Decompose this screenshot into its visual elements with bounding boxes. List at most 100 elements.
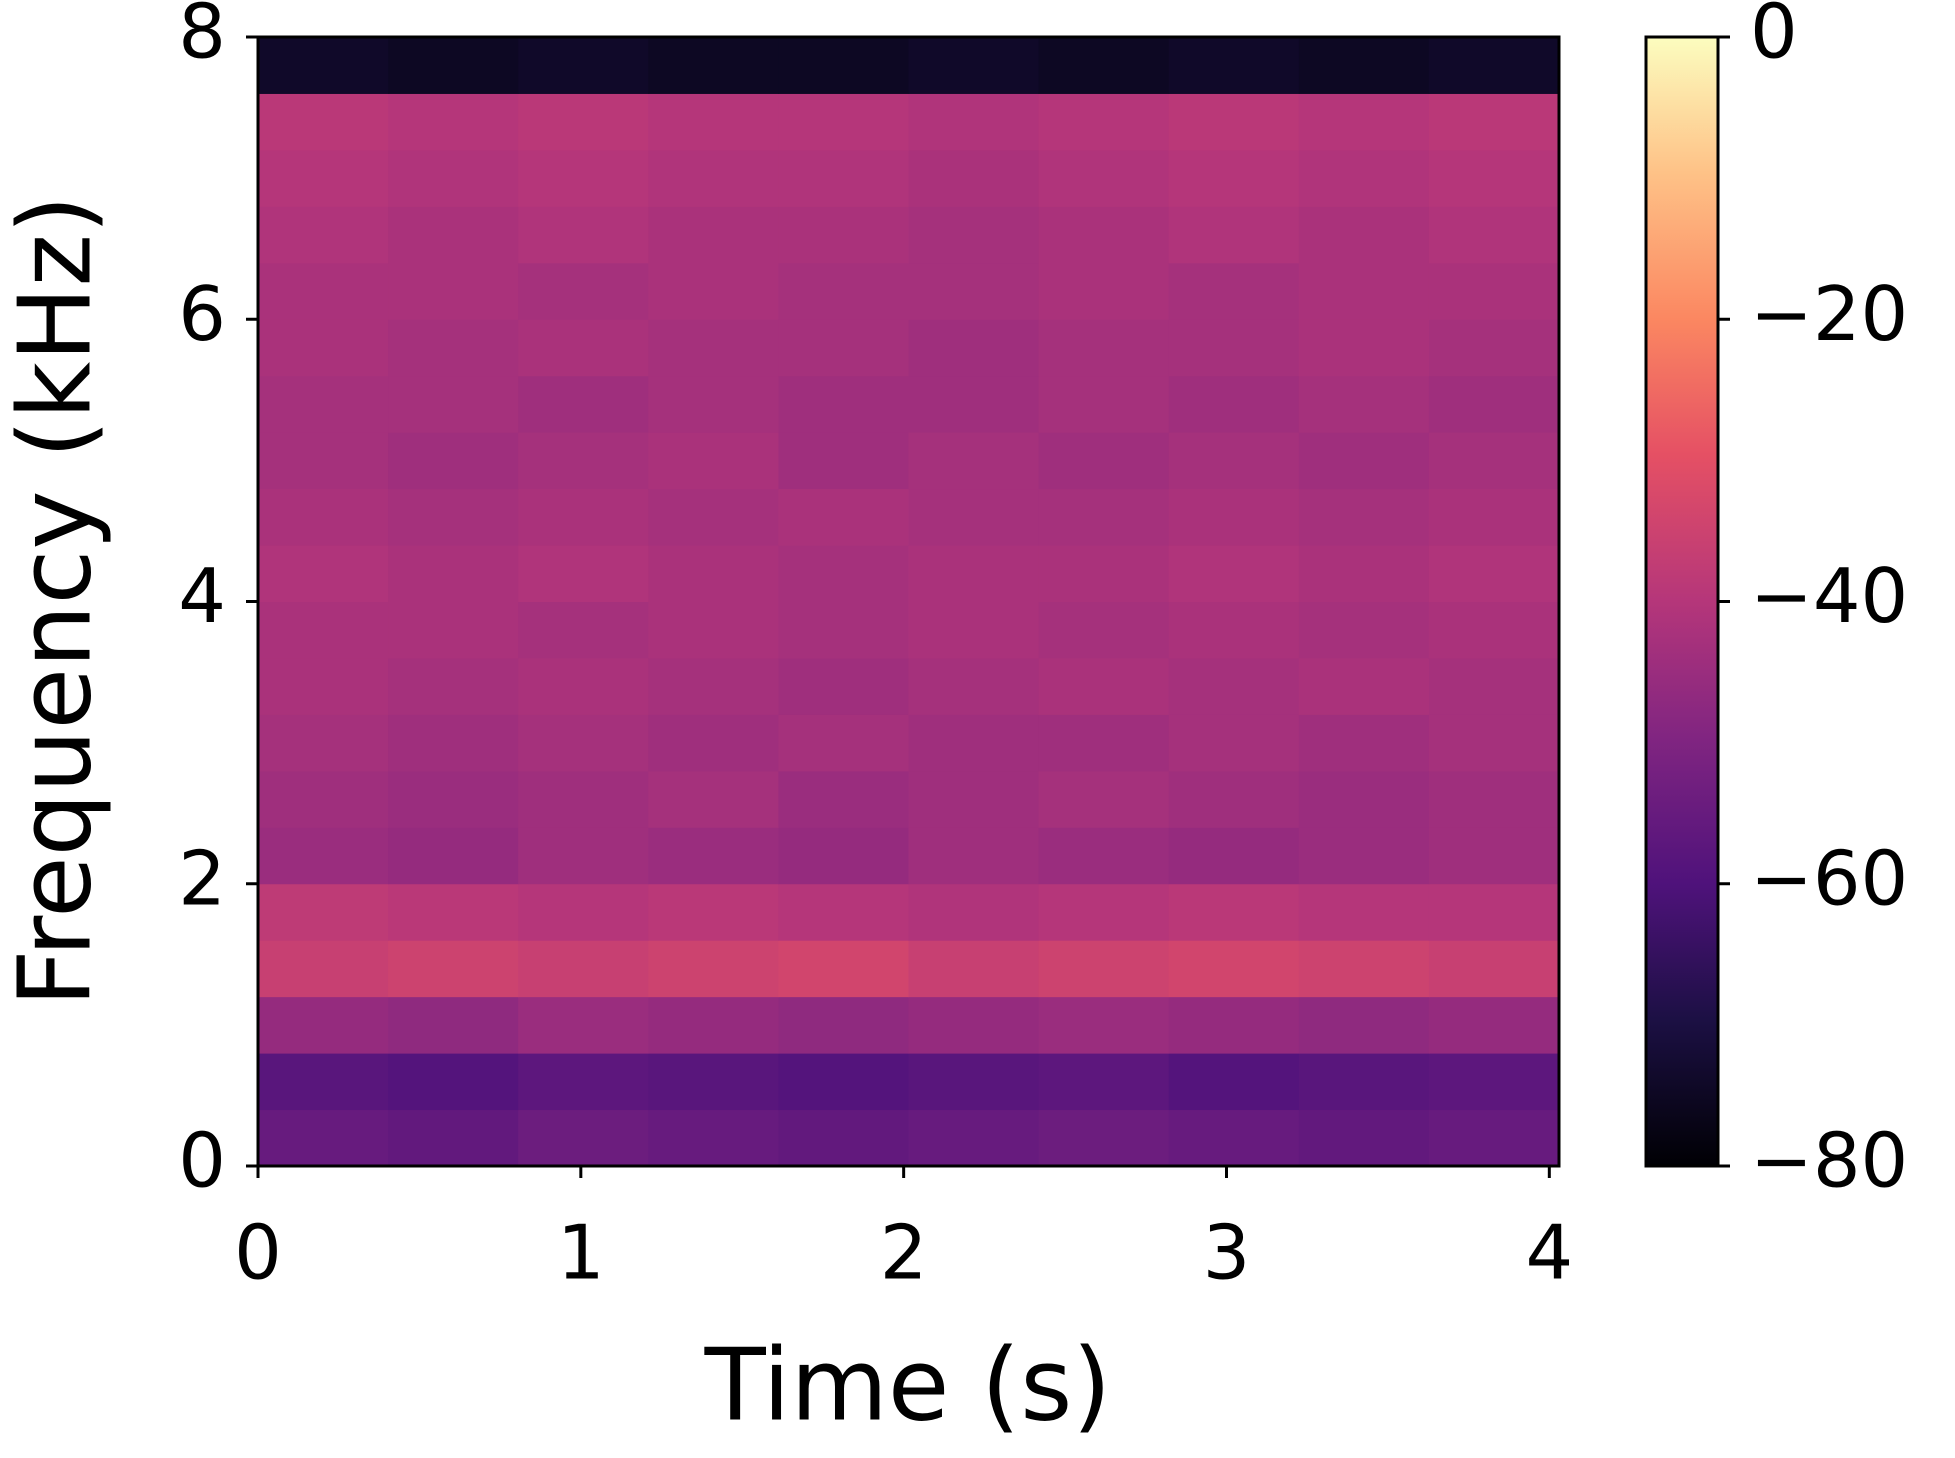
heatmap-cell (518, 940, 649, 998)
heatmap-cell (648, 601, 779, 659)
heatmap-cell (1298, 432, 1430, 490)
heatmap-cell (518, 206, 649, 264)
heatmap-cell (1168, 601, 1300, 659)
heatmap-cell (1168, 883, 1300, 941)
colorbar-tick-label: −60 (1750, 834, 1908, 922)
heatmap-cell (1038, 883, 1170, 941)
heatmap-cell (778, 37, 909, 94)
heatmap-cell (518, 262, 649, 320)
heatmap-cell (1038, 714, 1170, 772)
x-axis-label: Time (s) (704, 1326, 1112, 1443)
heatmap-cell (518, 714, 649, 772)
heatmap-cell (1298, 996, 1430, 1054)
heatmap-cell (258, 262, 389, 320)
x-tick-label: 3 (1203, 1209, 1251, 1297)
heatmap-cell (908, 206, 1040, 264)
heatmap-cell (908, 601, 1040, 659)
heatmap-cell (1038, 375, 1170, 433)
heatmap-cell (778, 940, 909, 998)
heatmap-cell (258, 714, 389, 772)
heatmap-cell (518, 827, 649, 885)
heatmap-cell (1168, 149, 1300, 207)
heatmap-cell (518, 1053, 649, 1111)
y-tick-label: 2 (178, 834, 226, 922)
heatmap-cell (1428, 432, 1560, 490)
heatmap-cell (1168, 37, 1300, 94)
heatmap-cell (258, 827, 389, 885)
heatmap-cell (1168, 940, 1300, 998)
heatmap-cell (258, 149, 389, 207)
heatmap-cell (1298, 149, 1430, 207)
heatmap-cell (1428, 1053, 1560, 1111)
heatmap-cell (908, 149, 1040, 207)
heatmap-cell (1428, 149, 1560, 207)
heatmap-cell (1168, 827, 1300, 885)
heatmap-cell (1428, 827, 1560, 885)
heatmap-cell (908, 37, 1040, 94)
heatmap-cell (648, 996, 779, 1054)
heatmap-cell (518, 432, 649, 490)
heatmap-cell (388, 601, 519, 659)
heatmap-cell (258, 375, 389, 433)
heatmap-cell (778, 883, 909, 941)
heatmap-cell (1168, 375, 1300, 433)
heatmap-cell (908, 714, 1040, 772)
heatmap-cell (1168, 657, 1300, 715)
heatmap-cell (1428, 770, 1560, 828)
heatmap-cell (1298, 1053, 1430, 1111)
heatmap-cell (518, 883, 649, 941)
heatmap-cell (258, 996, 389, 1054)
heatmap-cell (1168, 432, 1300, 490)
heatmap-cell (1038, 1053, 1170, 1111)
heatmap-cell (1038, 93, 1170, 151)
heatmap-cell (1298, 93, 1430, 151)
heatmap-cell (1298, 770, 1430, 828)
heatmap-cell (518, 545, 649, 602)
heatmap-cell (778, 827, 909, 885)
heatmap-cell (1298, 375, 1430, 433)
heatmap-cell (1428, 37, 1560, 94)
heatmap-cell (258, 770, 389, 828)
heatmap-cell (388, 770, 519, 828)
heatmap-cell (778, 1109, 909, 1167)
heatmap-cell (908, 1053, 1040, 1111)
heatmap-cell (1428, 206, 1560, 264)
heatmap-cell (1038, 770, 1170, 828)
heatmap-cell (518, 488, 649, 546)
heatmap-cell (1168, 262, 1300, 320)
heatmap-cell (518, 37, 649, 94)
heatmap-cell (518, 93, 649, 151)
heatmap-cell (648, 545, 779, 602)
heatmap-cell (388, 206, 519, 264)
heatmap-cell (648, 488, 779, 546)
colorbar-tick-label: −40 (1750, 552, 1908, 640)
heatmap-cell (778, 1053, 909, 1111)
heatmap-cell (648, 940, 779, 998)
heatmap-cell (648, 93, 779, 151)
heatmap-cell (258, 940, 389, 998)
heatmap-cell (258, 601, 389, 659)
heatmap-cell (908, 375, 1040, 433)
heatmap-cell (908, 827, 1040, 885)
heatmap-cell (1428, 940, 1560, 998)
heatmap-cell (388, 714, 519, 772)
heatmap-cell (778, 375, 909, 433)
heatmap-cell (388, 545, 519, 602)
heatmap-cell (258, 488, 389, 546)
y-tick-label: 8 (178, 0, 226, 76)
heatmap-cell (258, 319, 389, 377)
heatmap-cell (648, 432, 779, 490)
heatmap-cell (388, 488, 519, 546)
heatmap-cell (908, 319, 1040, 377)
colorbar-tick-label: −80 (1750, 1117, 1908, 1205)
heatmap-cell (648, 770, 779, 828)
heatmap-cell (1168, 488, 1300, 546)
heatmap-cell (1038, 1109, 1170, 1167)
heatmap-cell (1428, 375, 1560, 433)
heatmap-cell (778, 262, 909, 320)
heatmap-cell (388, 827, 519, 885)
heatmap-cell (908, 940, 1040, 998)
heatmap-cell (778, 319, 909, 377)
heatmap-cell (1038, 319, 1170, 377)
